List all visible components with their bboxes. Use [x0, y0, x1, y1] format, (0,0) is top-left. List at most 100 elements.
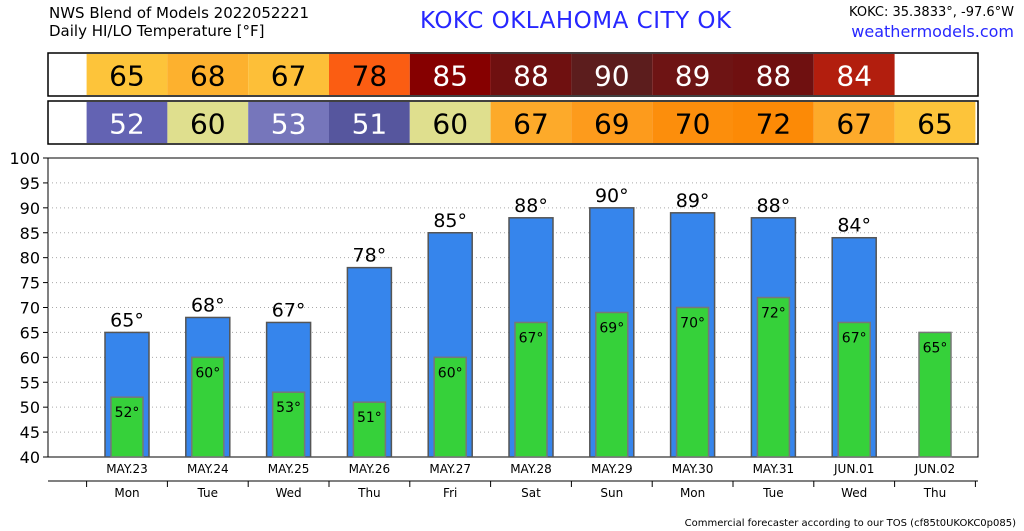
lo-bar: [918, 331, 952, 458]
lo-cell-value: 60: [190, 108, 226, 141]
x-weekday-label: Tue: [762, 486, 784, 500]
chart-axes: MAY.23 Mon MAY.24 Tue MAY.25 Wed MAY.26 Thu MAY.…: [48, 462, 978, 500]
hi-bar-label: 67°: [272, 299, 306, 321]
lo-cell: [571, 102, 653, 143]
x-date-label: MAY.24: [187, 462, 229, 476]
lo-bar: [756, 296, 791, 458]
lo-bar-label: 60°: [195, 365, 220, 381]
lo-cell-value: 72: [756, 108, 792, 141]
model-title: NWS Blend of Models 2022052221: [49, 4, 310, 22]
y-tick-label: 80: [20, 249, 40, 268]
y-tick-label: 90: [20, 199, 40, 218]
lo-cell: [733, 102, 814, 143]
x-date-label: MAY.31: [753, 462, 795, 476]
lo-bar-label: 52°: [115, 405, 140, 421]
chart-subtitle: Daily HI/LO Temperature [°F]: [49, 22, 265, 40]
hi-bar-label: 88°: [514, 195, 548, 217]
y-tick-label: 100: [9, 149, 40, 168]
lo-cell-value: 67: [836, 108, 872, 141]
x-weekday-label: Fri: [443, 486, 457, 500]
hi-bar-label: 85°: [433, 210, 467, 232]
x-date-label: MAY.23: [106, 462, 148, 476]
x-weekday-label: Mon: [114, 486, 139, 500]
hi-cell-value: 84: [836, 60, 872, 93]
lo-cell: [894, 102, 976, 143]
x-date-label: MAY.29: [591, 462, 633, 476]
y-tick-label: 75: [20, 274, 40, 293]
site-link[interactable]: weathermodels.com: [851, 22, 1014, 41]
y-tick-label: 70: [20, 299, 40, 318]
x-weekday-label: Wed: [841, 486, 867, 500]
lo-bar: [595, 311, 629, 458]
x-weekday-label: Thu: [357, 486, 381, 500]
hi-cell-value: 65: [109, 60, 145, 93]
hi-cell: [733, 54, 814, 95]
x-weekday-label: Sun: [600, 486, 623, 500]
hi-cell: [490, 54, 572, 95]
lo-cell: [813, 102, 895, 143]
lo-cell: [248, 102, 329, 143]
lo-cell-value: 51: [352, 108, 388, 141]
hi-cell-value: 90: [594, 60, 630, 93]
temperature-tables: 65 68 67 78 85 88 90 89 88 84 52 60 53 51 60 67 69 70 72 67…: [47, 52, 979, 145]
lo-bar: [514, 321, 548, 458]
x-date-label: JUN.02: [914, 462, 955, 476]
hi-cell-value: 88: [756, 60, 792, 93]
hi-cell: [813, 54, 895, 95]
lo-bar-label: 69°: [599, 320, 624, 336]
lo-bar-label: 67°: [842, 330, 867, 346]
lo-cell: [167, 102, 249, 143]
lo-cell-value: 67: [513, 108, 549, 141]
lo-bar: [110, 396, 144, 458]
x-date-label: MAY.25: [268, 462, 310, 476]
lo-bar-label: 65°: [923, 340, 948, 356]
hi-cell: [248, 54, 329, 95]
y-tick-label: 55: [20, 373, 40, 392]
lo-bar: [191, 356, 225, 458]
lo-cell-value: 70: [675, 108, 711, 141]
lo-bar-label: 53°: [276, 400, 301, 416]
station-coords: KOKC: 35.3833°, -97.6°W: [849, 5, 1014, 20]
chart-bars: 65° 68° 67° 78° 85° 88° 90° 89° 88° 84° 52° 60° 53° 5…: [104, 185, 952, 458]
x-date-label: MAY.27: [429, 462, 471, 476]
lo-cell: [490, 102, 572, 143]
hi-bar-label: 78°: [353, 245, 387, 267]
lo-cell-value: 53: [271, 108, 307, 141]
station-title: KOKC OKLAHOMA CITY OK: [420, 8, 732, 34]
hi-cell: [86, 54, 168, 95]
hi-cell-value: 88: [513, 60, 549, 93]
hi-cell: [329, 54, 410, 95]
x-weekday-label: Wed: [276, 486, 302, 500]
hi-cell-value: 68: [190, 60, 226, 93]
lo-bar: [433, 356, 467, 458]
lo-bar-label: 51°: [357, 410, 382, 426]
hi-cell: [652, 54, 733, 95]
hi-bar-label: 84°: [837, 215, 871, 237]
y-tick-label: 40: [20, 448, 40, 467]
lo-cell-value: 65: [917, 108, 953, 141]
x-weekday-label: Sat: [521, 486, 541, 500]
hi-cell: [167, 54, 249, 95]
lo-bar: [271, 391, 306, 458]
hi-cell: [571, 54, 653, 95]
lo-cell-value: 60: [432, 108, 468, 141]
lo-cell-value: 69: [594, 108, 630, 141]
lo-bar: [352, 401, 387, 458]
hi-bar-label: 68°: [191, 294, 225, 316]
x-date-label: MAY.28: [510, 462, 552, 476]
hi-cell-value: 85: [432, 60, 468, 93]
y-tick-label: 60: [20, 348, 40, 367]
hi-cell: [409, 54, 491, 95]
x-date-label: MAY.26: [349, 462, 391, 476]
hi-bar-label: 89°: [676, 190, 710, 212]
lo-cell: [652, 102, 733, 143]
x-weekday-label: Thu: [923, 486, 947, 500]
lo-cell: [329, 102, 410, 143]
hi-bar-label: 88°: [757, 195, 791, 217]
hi-bar-label: 65°: [110, 309, 144, 331]
hi-cell-value: 67: [271, 60, 307, 93]
lo-bar-label: 67°: [519, 330, 544, 346]
hi-cell-value: 89: [675, 60, 711, 93]
lo-bar: [675, 306, 710, 458]
